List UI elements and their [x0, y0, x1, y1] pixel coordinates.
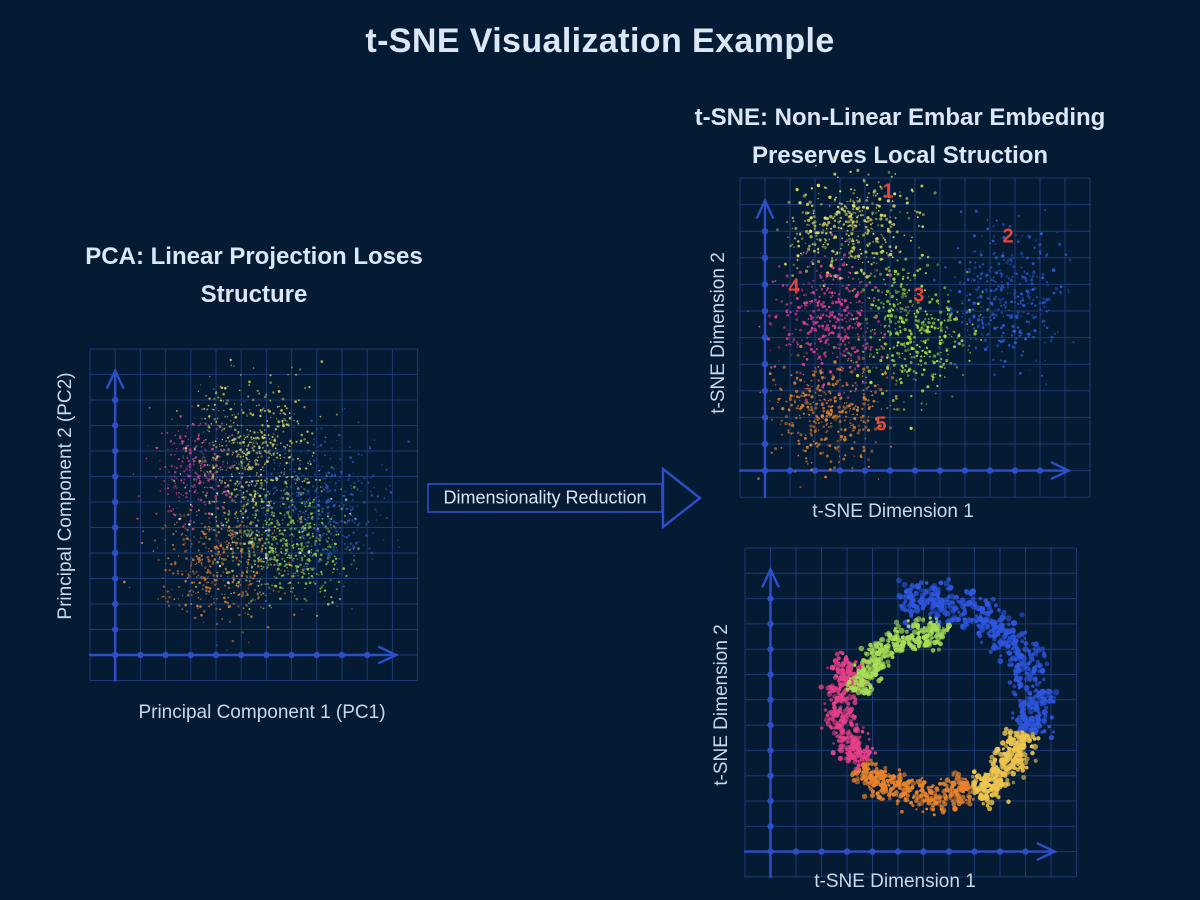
- pca-yaxis-label: Principal Component 2 (PC2): [55, 372, 76, 620]
- pca-xaxis-label: Principal Component 1 (PC1): [138, 702, 386, 723]
- tsne-section-title: t-SNE: Non-Linear Embar Embeding Preserv…: [628, 99, 1172, 175]
- dimensionality-reduction-arrow: [427, 466, 702, 530]
- cluster-label-5: 5: [875, 413, 887, 436]
- pca-section-title: PCA: Linear Projection Loses Structure: [28, 238, 480, 314]
- tsne-clusters-yaxis-label: t-SNE Dimension 2: [708, 252, 729, 414]
- tsne-section-title-line2: Preserves Local Struction: [751, 142, 1049, 169]
- cluster-label-1: 1: [882, 180, 894, 203]
- tsne-swirl-plot: [743, 547, 1077, 879]
- cluster-label-4: 4: [788, 276, 800, 299]
- tsne-swirl-yaxis-label: t-SNE Dimension 2: [711, 624, 732, 786]
- tsne-clusters-plot: [738, 156, 1091, 499]
- tsne-swirl-xaxis-label: t-SNE Dimension 1: [814, 871, 976, 892]
- pca-section-title-line1: PCA: Linear Projection Loses: [85, 243, 423, 270]
- tsne-section-title-line1: t-SNE: Non-Linear Embar Embeding: [694, 104, 1106, 131]
- cluster-label-3: 3: [913, 284, 925, 307]
- pca-plot: [88, 348, 419, 682]
- tsne-clusters-xaxis-label: t-SNE Dimension 1: [812, 501, 974, 522]
- dimensionality-reduction-label: Dimensionality Reduction: [443, 487, 647, 508]
- page-title: t-SNE Visualization Example: [365, 22, 835, 60]
- pca-section-title-line2: Structure: [200, 281, 308, 308]
- cluster-label-2: 2: [1002, 225, 1014, 248]
